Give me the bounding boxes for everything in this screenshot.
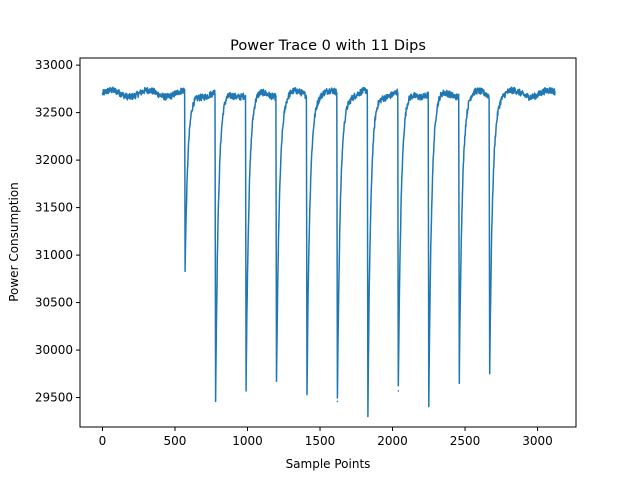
dip-point-6 [336, 400, 339, 403]
y-tick-label: 33000 [35, 58, 73, 72]
dip-point-2 [214, 400, 217, 403]
dip-point-11 [488, 369, 491, 371]
x-tick-label: 500 [164, 434, 187, 448]
chart-title: Power Trace 0 with 11 Dips [230, 38, 426, 54]
y-axis-label: Power Consumption [7, 182, 21, 302]
x-tick-label: 2500 [450, 434, 481, 448]
y-axis: 29500 30000 30500 31000 31500 32000 32500 33000 [35, 58, 80, 405]
y-tick-label: 32500 [35, 106, 73, 120]
x-tick-label: 0 [99, 434, 107, 448]
x-axis: 0 500 1000 1500 2000 2500 3000 [99, 427, 553, 448]
y-tick-label: 31000 [35, 248, 73, 262]
axes-frame [79, 57, 577, 428]
dip-point-7 [367, 415, 369, 418]
x-axis-label: Sample Points [286, 457, 371, 471]
dip-point-9 [427, 403, 430, 406]
x-tick-label: 1000 [232, 434, 263, 448]
dip-point-4 [275, 379, 278, 382]
dip-point-3 [245, 390, 247, 392]
y-tick-label: 29500 [35, 391, 73, 405]
series-line-0 [101, 86, 556, 417]
x-tick-label: 2000 [377, 434, 408, 448]
dip-point-8 [397, 390, 400, 392]
y-tick-label: 30500 [35, 296, 73, 310]
x-tick-label: 1500 [305, 434, 336, 448]
y-tick-label: 30000 [35, 343, 73, 357]
x-tick-label: 3000 [522, 434, 553, 448]
plot-area [101, 86, 556, 418]
y-tick-label: 31500 [35, 201, 73, 215]
dip-point-10 [458, 381, 461, 384]
y-tick-label: 32000 [35, 153, 73, 167]
dip-point-1 [184, 270, 186, 273]
dip-point-5 [306, 390, 308, 392]
